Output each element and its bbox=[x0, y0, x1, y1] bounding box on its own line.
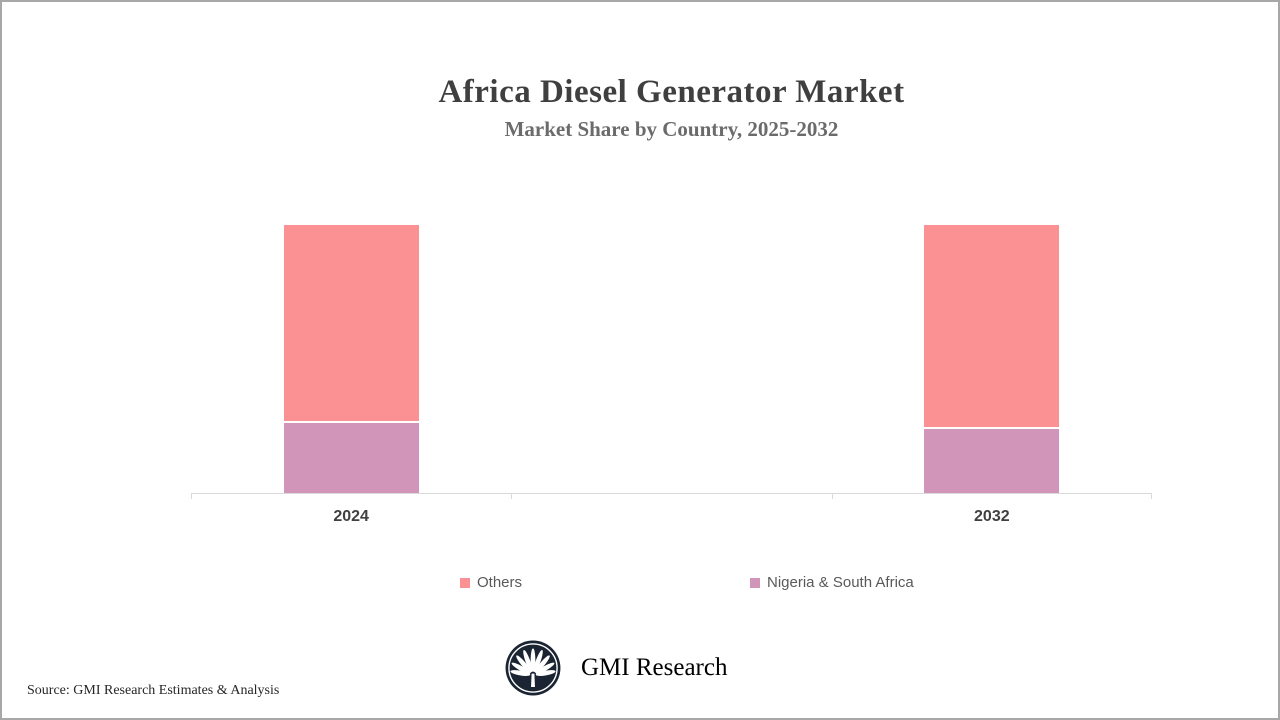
stacked-bar-2024 bbox=[283, 225, 419, 493]
category-slot bbox=[511, 225, 831, 493]
legend-marker-nigeria-south-africa-icon bbox=[750, 577, 760, 588]
legend-item-nigeria-south-africa: Nigeria & South Africa bbox=[750, 574, 914, 591]
brand-name: GMI Research bbox=[581, 654, 728, 681]
category-slot bbox=[191, 225, 511, 493]
stacked-bar-2032 bbox=[924, 225, 1060, 493]
chart-legend: Others Nigeria & South Africa bbox=[2, 572, 1278, 591]
x-axis-tick bbox=[191, 493, 192, 499]
bar-segment-nigeria-south-africa-2024 bbox=[283, 423, 419, 493]
x-axis-tick bbox=[511, 493, 513, 499]
gmi-research-logo palm-fan-icon bbox=[505, 640, 561, 696]
legend-label-nigeria-south-africa: Nigeria & South Africa bbox=[767, 574, 914, 591]
legend-marker-others-icon bbox=[460, 577, 470, 588]
x-axis-label-empty bbox=[511, 508, 831, 526]
brand-block: GMI Research bbox=[505, 640, 727, 696]
x-axis-label-2024: 2024 bbox=[333, 508, 369, 525]
legend-item-others: Others bbox=[460, 574, 522, 591]
legend-label-others: Others bbox=[477, 574, 523, 591]
bars-layer bbox=[191, 225, 1152, 493]
x-axis-label-2032: 2032 bbox=[974, 508, 1010, 525]
x-axis-tick bbox=[831, 493, 833, 499]
chart-subtitle: Market Share by Country, 2025-2032 bbox=[504, 117, 839, 141]
bar-segment-nigeria-south-africa-2032 bbox=[924, 428, 1060, 493]
bar-segment-others-2024 bbox=[283, 225, 419, 424]
x-axis-labels: 2024 2032 bbox=[191, 508, 1152, 526]
chart-title: Africa Diesel Generator Market bbox=[438, 74, 905, 110]
bar-segment-others-2032 bbox=[924, 225, 1060, 429]
plot-area bbox=[191, 225, 1152, 499]
category-slot bbox=[832, 225, 1152, 493]
x-axis-tick bbox=[1151, 493, 1152, 499]
source-note: Source: GMI Research Estimates & Analysi… bbox=[27, 683, 280, 698]
